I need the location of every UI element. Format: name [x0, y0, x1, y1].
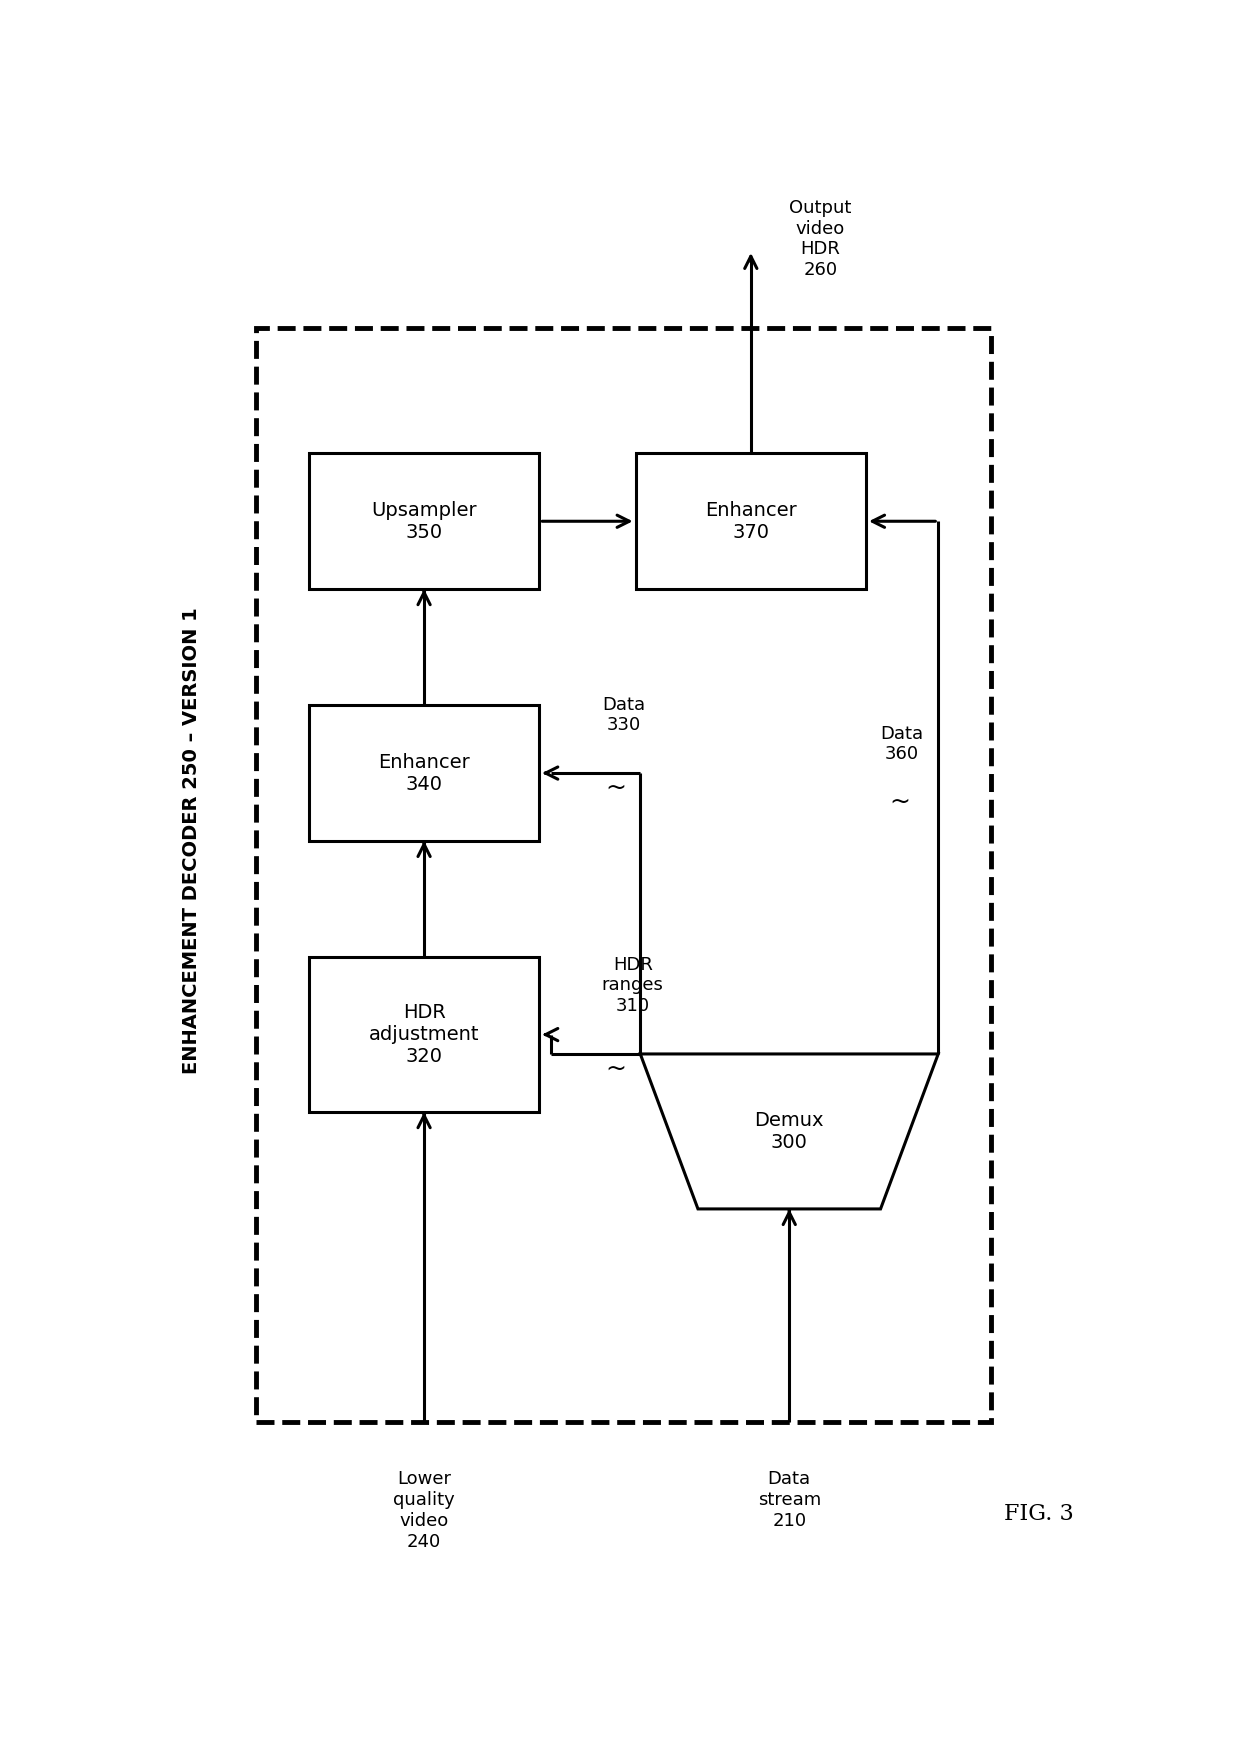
Bar — [635, 453, 867, 588]
Bar — [309, 706, 539, 842]
Text: Enhancer
370: Enhancer 370 — [706, 500, 796, 542]
Text: Upsampler
350: Upsampler 350 — [371, 500, 477, 542]
Text: HDR
ranges
310: HDR ranges 310 — [601, 956, 663, 1014]
Text: Data
330: Data 330 — [601, 696, 645, 734]
Text: ENHANCEMENT DECODER 250 – VERSION 1: ENHANCEMENT DECODER 250 – VERSION 1 — [182, 608, 201, 1074]
Text: FIG. 3: FIG. 3 — [1004, 1504, 1074, 1525]
Text: ~: ~ — [606, 1057, 626, 1081]
Text: Enhancer
340: Enhancer 340 — [378, 752, 470, 794]
Text: ~: ~ — [606, 775, 626, 799]
Text: Lower
quality
video
240: Lower quality video 240 — [393, 1470, 455, 1551]
Bar — [255, 328, 991, 1423]
Bar — [309, 453, 539, 588]
Text: Data
stream
210: Data stream 210 — [758, 1470, 821, 1530]
Text: ~: ~ — [889, 791, 910, 814]
Text: Data
360: Data 360 — [880, 724, 924, 764]
Polygon shape — [640, 1053, 939, 1208]
Text: HDR
adjustment
320: HDR adjustment 320 — [368, 1004, 480, 1065]
Bar — [309, 958, 539, 1113]
Text: Output
video
HDR
260: Output video HDR 260 — [789, 199, 852, 278]
Text: Demux
300: Demux 300 — [754, 1111, 825, 1152]
